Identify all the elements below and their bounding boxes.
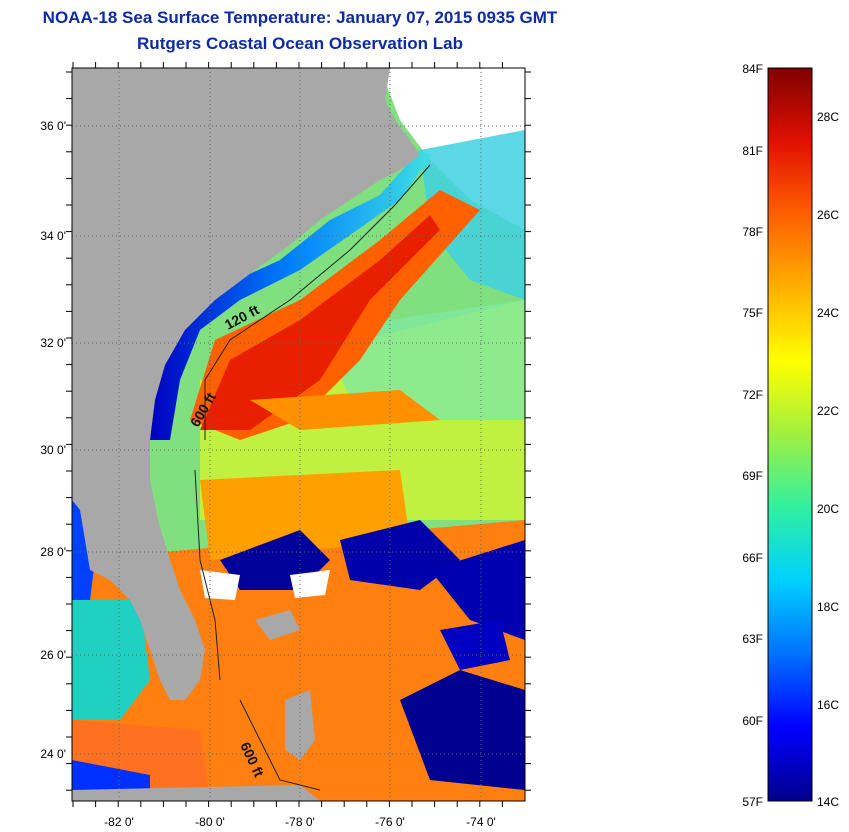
cb-label-c: 14C	[817, 795, 839, 809]
warm-band	[250, 390, 440, 430]
colorbar-fahrenheit-labels: 84F 81F 78F 75F 72F 69F 66F 63F 60F 57F	[742, 62, 763, 809]
cb-label-c: 22C	[817, 404, 839, 418]
lat-label: 34 0'	[40, 229, 66, 243]
cb-label-c: 28C	[817, 110, 839, 124]
cb-label-f: 75F	[742, 306, 763, 320]
cb-label-c: 26C	[817, 208, 839, 222]
map-subtitle: Rutgers Coastal Ocean Observation Lab	[137, 34, 463, 53]
grand-bahama	[255, 610, 300, 640]
lon-label: -76 0'	[375, 815, 405, 829]
cb-label-f: 63F	[742, 632, 763, 646]
colorbar-gradient	[767, 67, 813, 802]
map-title: NOAA-18 Sea Surface Temperature: January…	[42, 8, 558, 27]
lat-label: 36 0'	[40, 119, 66, 133]
cb-label-f: 60F	[742, 714, 763, 728]
cb-label-c: 18C	[817, 600, 839, 614]
lon-label: -80 0'	[195, 815, 225, 829]
us-mainland	[72, 68, 420, 700]
coastal-cold-band	[150, 150, 432, 440]
cold-patch-4	[400, 670, 525, 790]
lat-label: 26 0'	[40, 648, 66, 662]
cb-label-f: 57F	[742, 795, 763, 809]
longitude-labels: -82 0' -80 0' -78 0' -76 0' -74 0'	[104, 815, 496, 829]
gulf-of-mexico-cool	[72, 600, 150, 720]
cb-label-c: 16C	[817, 698, 839, 712]
lat-label: 30 0'	[40, 443, 66, 457]
lon-label: -78 0'	[285, 815, 315, 829]
gulf-stream-hot	[200, 215, 440, 430]
cb-label-f: 66F	[742, 551, 763, 565]
cb-label-f: 72F	[742, 388, 763, 402]
contour-120ft	[204, 164, 431, 440]
cuba	[72, 785, 320, 801]
colorbar-celsius-labels: 28C 26C 24C 22C 20C 18C 16C 14C	[817, 110, 839, 809]
contour-600ft-florida	[194, 469, 221, 681]
cold-patch-2	[340, 520, 460, 590]
cb-label-c: 24C	[817, 306, 839, 320]
lat-label: 32 0'	[40, 336, 66, 350]
cb-label-f: 78F	[742, 225, 763, 239]
cb-label-f: 81F	[742, 144, 763, 158]
colorbar: 84F 81F 78F 75F 72F 69F 66F 63F 60F 57F …	[742, 62, 839, 809]
latitude-labels: 36 0' 34 0' 32 0' 30 0' 28 0' 26 0' 24 0…	[40, 119, 66, 761]
cb-label-f: 84F	[742, 62, 763, 76]
lat-label: 28 0'	[40, 545, 66, 559]
sst-map: 120 ft 600 ft 600 ft	[72, 68, 525, 801]
axis-ticks	[66, 62, 531, 807]
lon-label: -82 0'	[104, 815, 134, 829]
lon-label: -74 0'	[466, 815, 496, 829]
cold-patch-5	[440, 620, 510, 670]
cold-patch-3	[430, 540, 525, 640]
lat-label: 24 0'	[40, 747, 66, 761]
cb-label-c: 20C	[817, 502, 839, 516]
cb-label-f: 69F	[742, 469, 763, 483]
